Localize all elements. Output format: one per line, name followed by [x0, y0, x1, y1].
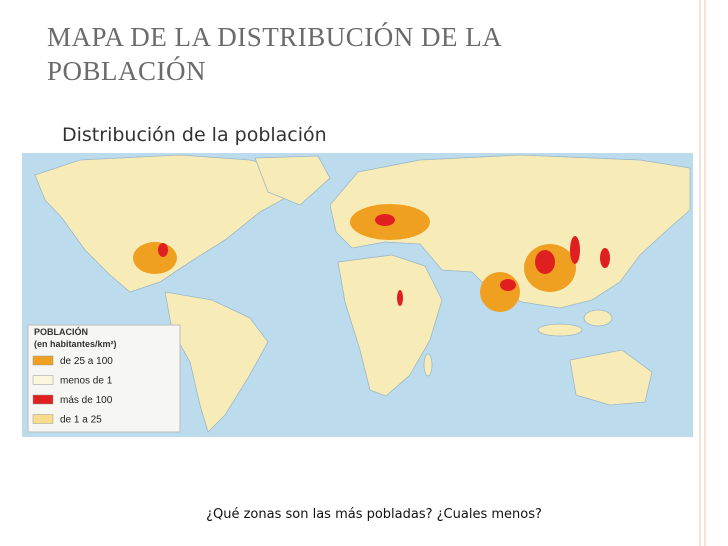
legend-swatch — [32, 355, 54, 366]
dense-area — [480, 272, 520, 312]
slide-title: POBLACIÓN — [47, 56, 206, 86]
australia — [569, 349, 653, 406]
legend: POBLACIÓN (en habitantes/km²) de 25 a 10… — [27, 324, 181, 433]
legend-label: más de 100 — [60, 395, 113, 406]
slide-title: MAPA DE LA DISTRIBUCIÓN DE LA — [47, 22, 502, 52]
legend-swatch — [32, 375, 54, 385]
indonesia — [537, 323, 583, 337]
very-dense-area — [600, 248, 610, 268]
greenland — [254, 155, 331, 206]
eurasia — [329, 154, 691, 309]
very-dense-area — [535, 250, 555, 274]
new-guinea — [583, 309, 613, 327]
legend-swatch — [32, 414, 54, 424]
legend-label: de 1 a 25 — [60, 415, 102, 426]
dense-area — [133, 242, 177, 274]
africa — [337, 254, 443, 397]
very-dense-area — [570, 236, 580, 264]
south-america — [164, 291, 269, 433]
map-title: Distribución de la población — [62, 124, 327, 146]
very-dense-area — [375, 214, 395, 226]
legend-box — [27, 324, 181, 433]
legend-subtitle: (en habitantes/km²) — [34, 339, 117, 349]
legend-label: de 25 a 100 — [60, 356, 113, 367]
very-dense-area — [158, 243, 168, 257]
legend-title: POBLACIÓN — [34, 326, 88, 337]
caption: ¿Qué zonas son las más pobladas? ¿Cuales… — [206, 507, 542, 522]
very-dense-area — [500, 279, 516, 291]
very-dense-area — [397, 290, 403, 306]
legend-label: menos de 1 — [60, 376, 113, 387]
north-america — [34, 154, 301, 293]
map: Distribución de la población POBLACIÓN (… — [22, 100, 693, 497]
madagascar — [423, 353, 433, 377]
legend-swatch — [32, 394, 54, 405]
